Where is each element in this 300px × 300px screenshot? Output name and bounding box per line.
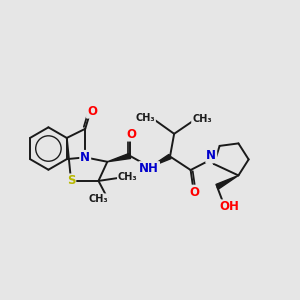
Text: N: N xyxy=(80,151,90,164)
Text: CH₃: CH₃ xyxy=(88,194,108,204)
Text: N: N xyxy=(206,149,216,162)
Text: OH: OH xyxy=(220,200,239,213)
Text: NH: NH xyxy=(139,162,159,175)
Text: CH₃: CH₃ xyxy=(192,114,212,124)
Polygon shape xyxy=(107,153,130,162)
Text: S: S xyxy=(67,174,75,188)
Text: CH₃: CH₃ xyxy=(118,172,137,182)
Polygon shape xyxy=(150,154,171,167)
Text: CH₃: CH₃ xyxy=(136,112,155,123)
Text: O: O xyxy=(190,186,200,199)
Polygon shape xyxy=(216,176,239,189)
Text: O: O xyxy=(87,105,97,118)
Text: O: O xyxy=(127,128,136,141)
